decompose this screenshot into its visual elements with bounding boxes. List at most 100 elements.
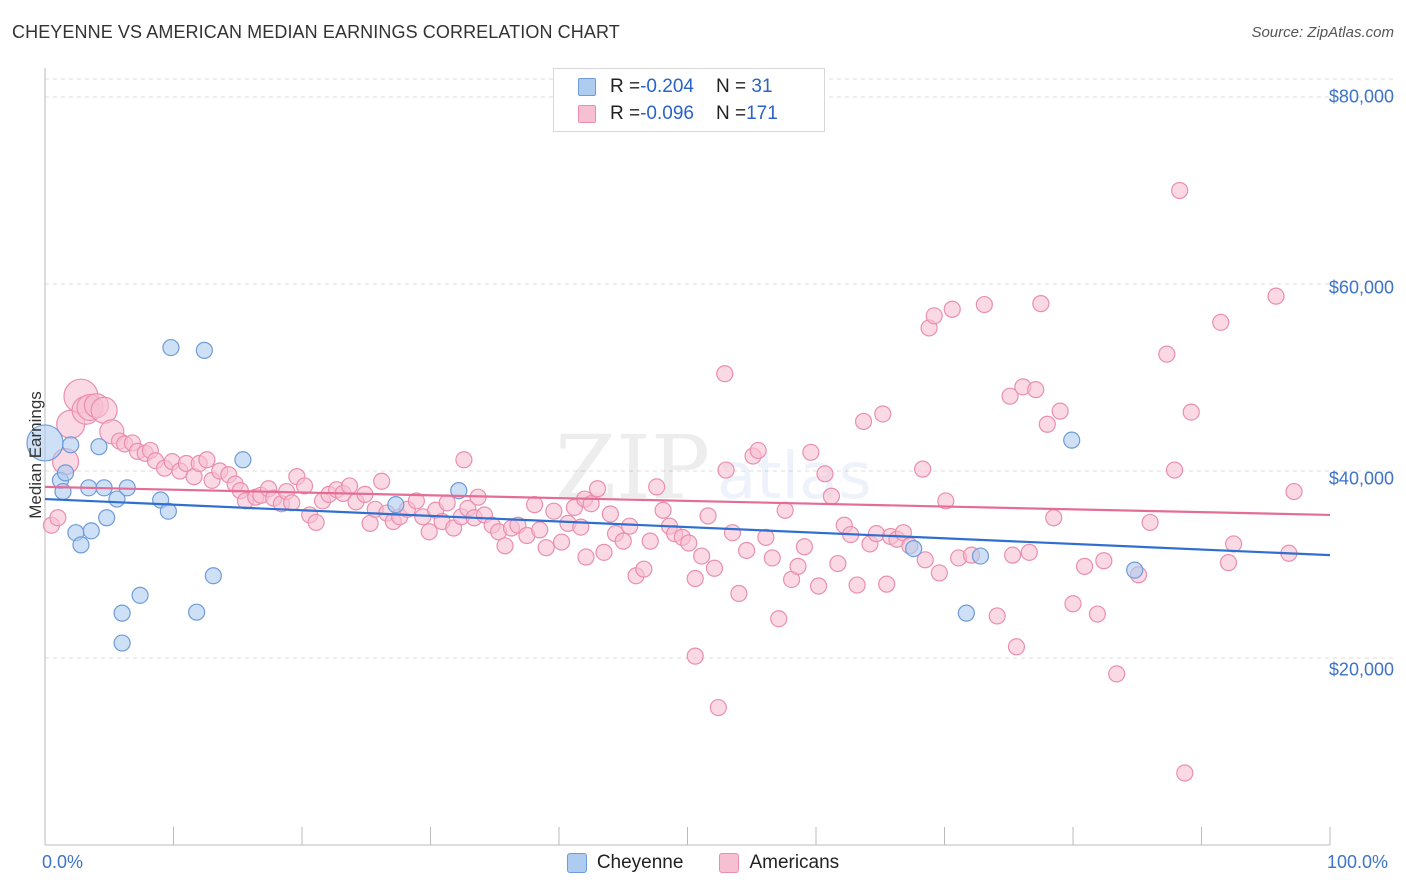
americans-point bbox=[49, 509, 67, 527]
americans-point bbox=[420, 523, 438, 541]
y-axis-label: Median Earnings bbox=[26, 391, 45, 519]
stats-row-cheyenne: R = -0.204 N = 31 bbox=[578, 76, 773, 98]
americans-point bbox=[749, 441, 767, 460]
cheyenne-point bbox=[204, 567, 222, 585]
cheyenne-point bbox=[1063, 431, 1081, 449]
cheyenne-trend-line bbox=[44, 497, 1331, 557]
cheyenne-point bbox=[971, 547, 990, 565]
cheyenne-point bbox=[1126, 561, 1144, 579]
americans-point bbox=[1045, 509, 1063, 527]
americans-point bbox=[283, 494, 301, 512]
r-value-americans: -0.096 bbox=[640, 103, 694, 124]
americans-point bbox=[1064, 595, 1082, 613]
americans-point bbox=[654, 501, 672, 519]
americans-point bbox=[809, 577, 828, 595]
americans-point bbox=[693, 547, 711, 565]
cheyenne-point bbox=[131, 586, 149, 604]
americans-swatch bbox=[578, 105, 596, 123]
americans-point bbox=[1027, 381, 1045, 399]
americans-point bbox=[802, 443, 820, 461]
americans-point bbox=[1171, 181, 1189, 200]
cheyenne-point bbox=[195, 341, 213, 359]
americans-point bbox=[1158, 345, 1176, 363]
cheyenne-point bbox=[188, 603, 206, 621]
cheyenne-swatch bbox=[578, 78, 596, 96]
y-tick-label-60000: $60,000 bbox=[1328, 277, 1394, 298]
r-label: R = bbox=[610, 103, 641, 124]
americans-point bbox=[525, 496, 544, 514]
americans-point bbox=[848, 576, 866, 594]
americans-point bbox=[621, 517, 639, 535]
x-tick-label-max: 100.0% bbox=[1327, 852, 1389, 872]
americans-point bbox=[1001, 387, 1019, 405]
americans-point bbox=[730, 584, 748, 603]
americans-point bbox=[930, 564, 948, 582]
americans-point bbox=[686, 569, 704, 588]
americans-point bbox=[295, 477, 314, 495]
americans-point bbox=[198, 451, 216, 469]
americans-point bbox=[531, 521, 549, 539]
r-label: R = bbox=[610, 76, 641, 97]
americans-point bbox=[988, 607, 1006, 625]
americans-point bbox=[601, 505, 620, 523]
cheyenne-point bbox=[450, 482, 468, 500]
americans-point bbox=[1032, 295, 1050, 313]
cheyenne-point bbox=[957, 604, 975, 622]
americans-point bbox=[1095, 552, 1113, 570]
cheyenne-point bbox=[387, 496, 405, 514]
cheyenne-point bbox=[905, 540, 923, 558]
americans-point bbox=[795, 538, 814, 556]
americans-point bbox=[937, 492, 955, 510]
americans-point bbox=[975, 295, 993, 314]
americans-point bbox=[943, 300, 961, 318]
americans-point bbox=[686, 647, 704, 665]
stats-row-americans: R = -0.096 N = 171 bbox=[578, 103, 778, 125]
cheyenne-point bbox=[72, 536, 90, 554]
cheyenne-point bbox=[90, 438, 108, 456]
americans-point bbox=[1007, 638, 1026, 656]
americans-point bbox=[1165, 461, 1184, 479]
y-tick-label-40000: $40,000 bbox=[1328, 468, 1394, 489]
americans-point bbox=[1285, 482, 1303, 501]
cheyenne-legend-swatch bbox=[566, 853, 587, 873]
americans-point bbox=[577, 548, 595, 566]
americans-point bbox=[1088, 605, 1107, 623]
americans-point bbox=[1108, 665, 1126, 683]
cheyenne-point bbox=[56, 464, 75, 482]
cheyenne-point bbox=[98, 509, 116, 527]
americans-point bbox=[1176, 764, 1194, 782]
americans-point bbox=[1075, 557, 1094, 575]
americans-point bbox=[1182, 403, 1200, 421]
americans-point bbox=[641, 532, 659, 550]
cheyenne-point bbox=[234, 451, 252, 469]
americans-point bbox=[635, 560, 653, 578]
legend-item-americans[interactable]: Americans bbox=[719, 852, 839, 874]
americans-point bbox=[1020, 543, 1038, 561]
americans-point bbox=[680, 534, 698, 552]
cheyenne-point bbox=[82, 522, 100, 540]
americans-point bbox=[307, 513, 325, 532]
americans-point bbox=[438, 494, 456, 512]
americans-point bbox=[776, 501, 794, 519]
americans-point bbox=[1038, 415, 1056, 433]
americans-point bbox=[789, 557, 807, 575]
americans-point bbox=[822, 487, 841, 505]
americans-point bbox=[1004, 546, 1022, 564]
n-label: N = bbox=[715, 76, 747, 97]
americans-point bbox=[914, 460, 932, 478]
cheyenne-point bbox=[162, 338, 180, 357]
legend-item-cheyenne[interactable]: Cheyenne bbox=[566, 852, 683, 874]
americans-point bbox=[878, 575, 896, 593]
americans-point bbox=[1267, 287, 1285, 305]
americans-point bbox=[925, 307, 943, 325]
americans-point bbox=[916, 551, 934, 569]
y-tick-label-20000: $20,000 bbox=[1328, 659, 1394, 680]
americans-point bbox=[854, 412, 873, 431]
americans-point bbox=[763, 549, 781, 567]
r-value-cheyenne: -0.204 bbox=[640, 76, 694, 97]
americans-point bbox=[545, 502, 563, 520]
americans-point bbox=[1141, 513, 1159, 532]
americans-point bbox=[738, 541, 756, 560]
americans-point bbox=[770, 610, 788, 628]
